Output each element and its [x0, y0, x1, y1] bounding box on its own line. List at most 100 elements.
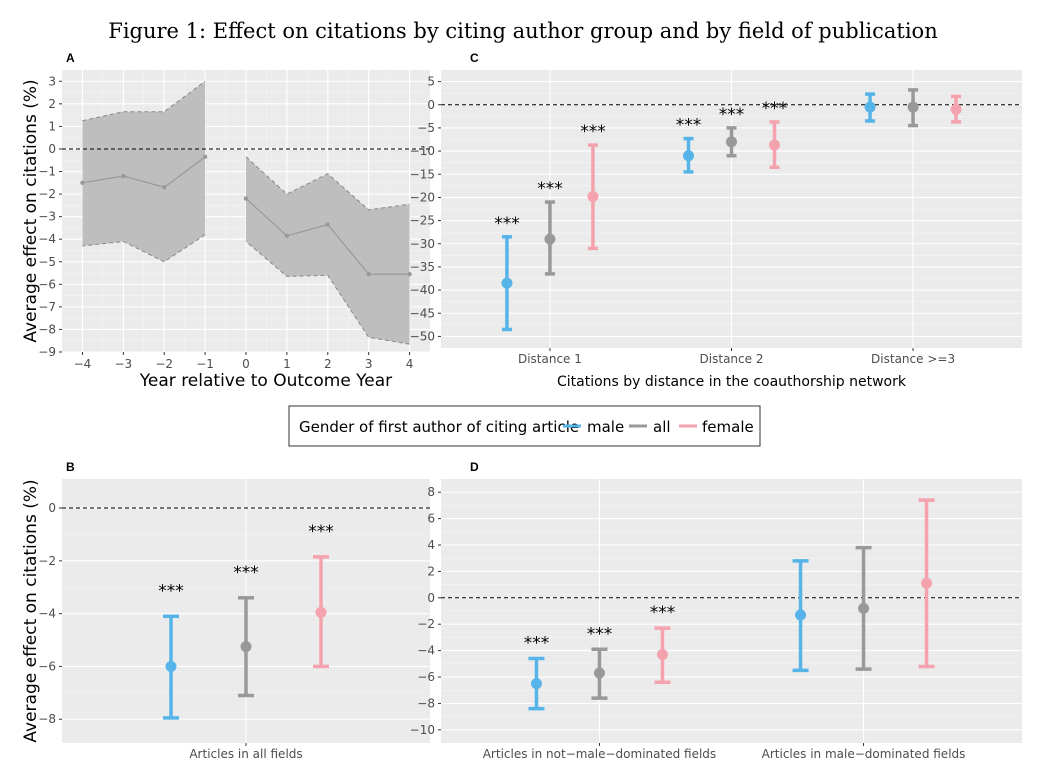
y-tick-label: −15 — [410, 167, 435, 181]
confidence-band — [82, 81, 206, 262]
y-tick-label: −5 — [38, 255, 56, 269]
significance-stars: *** — [676, 116, 702, 136]
panel-c: C 5 0 −5 −10 −15 −20 −25 −30 −35 −40 −45 −50 Distance… — [410, 51, 1022, 390]
significance-stars: *** — [233, 563, 259, 583]
panel-letter: B — [66, 460, 75, 474]
y-tick-label: −25 — [410, 214, 435, 228]
y-tick-label: 0 — [427, 98, 435, 112]
significance-stars: *** — [308, 522, 334, 542]
estimate-point-female — [656, 649, 668, 661]
legend-label-all: all — [653, 418, 671, 436]
upper-bound-line — [82, 80, 206, 122]
lower-bound-line — [82, 234, 206, 263]
significance-stars: *** — [762, 99, 788, 119]
estimate-line — [82, 156, 206, 188]
significance-stars: *** — [158, 581, 184, 601]
y-tick-label: −9 — [38, 345, 56, 359]
estimate-point — [325, 222, 330, 227]
y-tick-label: −40 — [410, 283, 435, 297]
x-tick-label: 4 — [406, 357, 414, 371]
y-tick-label: −1 — [38, 165, 56, 179]
panel-letter: A — [66, 51, 75, 65]
x-tick-label: 0 — [242, 357, 250, 371]
y-tick-label: −3 — [38, 210, 56, 224]
x-tick-label: −1 — [196, 357, 214, 371]
y-tick-label: −45 — [410, 306, 435, 320]
estimate-point-all — [726, 136, 737, 148]
x-tick-label: Distance 1 — [518, 352, 582, 366]
legend: Gender of first author of citing article… — [288, 405, 761, 447]
y-tick-label: 3 — [48, 74, 56, 88]
y-tick-label: −2 — [38, 554, 56, 568]
estimate-point-male — [864, 101, 876, 113]
estimate-point-all — [240, 641, 252, 653]
y-tick-label: −10 — [410, 723, 435, 737]
y-tick-label: 6 — [427, 512, 435, 526]
y-tick-label: 8 — [427, 485, 435, 499]
x-tick-label: Distance >=3 — [871, 352, 955, 366]
legend-label-female: female — [702, 418, 754, 436]
panel-letter: C — [470, 51, 479, 65]
x-tick-label: 3 — [365, 357, 373, 371]
y-tick-label: −30 — [410, 237, 435, 251]
panel-d: D 8 6 4 2 0 −2 −4 −6 −8 −10 Articles in not−male−do… — [410, 460, 1022, 761]
y-axis-title: Average effect on citations (%) — [21, 79, 41, 342]
estimate-point — [243, 196, 249, 201]
estimate-point — [366, 271, 371, 277]
estimate-point-male — [501, 277, 513, 289]
x-tick-label: 1 — [283, 357, 291, 371]
y-tick-label: −35 — [410, 260, 435, 274]
y-axis-title: Average effect on citations (%) — [21, 479, 41, 742]
panel-b: B 0 −2 −4 −6 −8 Articles in all fields *** *** **… — [21, 460, 430, 761]
y-tick-label: −20 — [410, 190, 435, 204]
y-tick-label: −8 — [38, 322, 56, 336]
confidence-band — [246, 156, 410, 345]
y-tick-label: 1 — [48, 119, 56, 133]
y-tick-label: −4 — [417, 644, 435, 658]
figure-title: Figure 1: Effect on citations by citing … — [108, 19, 937, 43]
legend-title: Gender of first author of citing article — [299, 418, 579, 436]
estimate-point-all — [544, 233, 556, 245]
y-tick-label: 0 — [48, 501, 56, 515]
x-tick-label: Distance 2 — [700, 352, 764, 366]
y-tick-label: 0 — [427, 591, 435, 605]
estimate-point — [80, 180, 85, 185]
estimate-point-female — [921, 577, 933, 589]
y-tick-label: −7 — [38, 300, 56, 314]
estimate-point-all — [907, 101, 919, 113]
y-tick-label: −5 — [417, 121, 435, 135]
estimate-point — [202, 154, 208, 160]
y-tick-label: 2 — [48, 97, 56, 111]
y-tick-label: −6 — [417, 670, 435, 684]
significance-stars: *** — [494, 214, 520, 234]
x-tick-label: −4 — [74, 357, 92, 371]
lower-bound-line — [245, 241, 410, 345]
y-tick-label: 0 — [48, 142, 56, 156]
estimate-point-male — [165, 660, 177, 672]
y-tick-label: −2 — [417, 617, 435, 631]
y-tick-label: −8 — [417, 696, 435, 710]
estimate-point-female — [587, 190, 599, 202]
x-axis-title: Citations by distance in the coauthorshi… — [557, 374, 907, 390]
estimate-point-female — [315, 606, 327, 618]
y-tick-label: −6 — [38, 277, 56, 291]
y-tick-label: 5 — [427, 75, 435, 89]
y-tick-label: 2 — [427, 564, 435, 578]
estimate-point-male — [795, 609, 807, 621]
x-tick-label: 2 — [324, 357, 332, 371]
significance-stars: *** — [524, 634, 550, 654]
y-tick-label: −6 — [38, 659, 56, 673]
x-tick-label: Articles in all fields — [189, 747, 302, 761]
estimate-point-male — [530, 678, 542, 690]
x-tick-label: Articles in not−male−dominated fields — [483, 747, 716, 761]
estimate-point-all — [858, 602, 870, 614]
y-tick-label: −4 — [38, 607, 56, 621]
significance-stars: *** — [650, 603, 676, 623]
y-tick-label: −4 — [38, 232, 56, 246]
x-tick-label: Articles in male−dominated fields — [762, 747, 966, 761]
significance-stars: *** — [580, 122, 606, 142]
x-tick-label: −2 — [155, 357, 173, 371]
y-tick-label: −10 — [410, 144, 435, 158]
significance-stars: *** — [587, 624, 613, 644]
